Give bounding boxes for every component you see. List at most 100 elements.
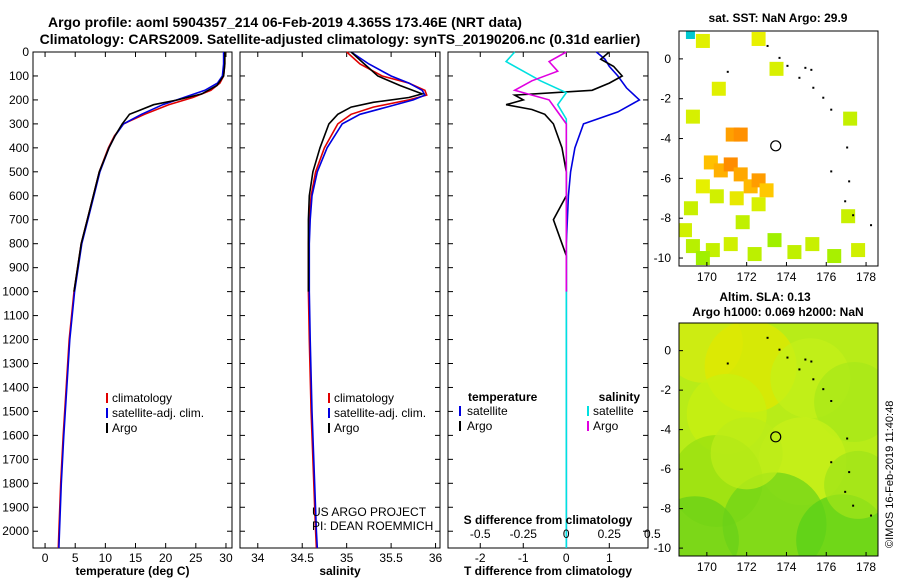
difference-xtick-label: -1 (518, 551, 529, 565)
salinity-xtick-label: 34 (251, 551, 265, 565)
sst-cell (805, 237, 820, 252)
map-ytick-label: -6 (660, 462, 671, 476)
legend-label: Argo (593, 419, 619, 433)
map-ytick-label: -10 (654, 541, 672, 555)
map-xtick-label: 170 (697, 560, 717, 574)
depth-tick-label: 1000 (2, 285, 29, 299)
island-dot (810, 360, 813, 363)
project-annotation: US ARGO PROJECT (312, 505, 427, 519)
legend-label: climatology (112, 391, 172, 405)
depth-tick-label: 1300 (2, 356, 29, 370)
depth-tick-label: 200 (9, 93, 29, 107)
legend-label: satellite-adj. clim. (334, 406, 426, 420)
map-xtick-label: 172 (737, 270, 757, 284)
temperature-xtick-label: 30 (219, 551, 233, 565)
sst-cell (827, 249, 842, 264)
island-dot (804, 66, 807, 69)
sla-blob (814, 361, 878, 442)
difference-frame (447, 51, 649, 549)
island-dot (786, 64, 789, 67)
depth-tick-label: 1600 (2, 428, 29, 442)
legend-label: climatology (334, 391, 394, 405)
sst-cell (695, 251, 710, 266)
temperature-xtick-label: 0 (42, 551, 49, 565)
sst-cell (751, 197, 766, 212)
island-dot (766, 336, 769, 339)
salinity-diff-tick-label: -0.5 (470, 527, 491, 541)
map-xtick-label: 176 (816, 270, 836, 284)
depth-tick-label: 800 (9, 237, 29, 251)
sst-cell (679, 223, 692, 238)
island-dot (804, 358, 807, 361)
temperature-panel: 0 5 10 15 20 25 300100200300400500600700800900… (2, 45, 233, 578)
sst-cell (709, 189, 724, 204)
temperature-xtick-label: 5 (72, 551, 79, 565)
salinity-xtick-label: 34.5 (291, 551, 315, 565)
depth-tick-label: 500 (9, 165, 29, 179)
island-dot (778, 348, 781, 351)
depth-tick-label: 1900 (2, 500, 29, 514)
figure-title-line2: Climatology: CARS2009. Satellite-adjuste… (40, 31, 641, 47)
sst-cell (735, 215, 750, 230)
map-xtick-label: 176 (816, 560, 836, 574)
figure-title-line1: Argo profile: aoml 5904357_214 06-Feb-20… (48, 14, 522, 30)
sst-map-title: sat. SST: NaN Argo: 29.9 (709, 11, 848, 25)
sst-cell (685, 31, 695, 39)
sst-cell (685, 109, 700, 124)
island-dot (870, 514, 873, 517)
map-ytick-label: 0 (664, 344, 671, 358)
map-xtick-label: 178 (856, 270, 876, 284)
depth-tick-label: 1100 (3, 309, 29, 323)
map-ytick-label: -4 (660, 132, 671, 146)
island-dot (726, 362, 729, 365)
sst-cell (769, 61, 784, 76)
island-dot (830, 170, 833, 173)
difference-xlabel: T difference from climatology (464, 564, 632, 578)
depth-tick-label: 1200 (2, 333, 29, 347)
sst-cell (729, 191, 744, 206)
sst-cell (733, 127, 748, 142)
island-dot (822, 96, 825, 99)
salinity-diff-tick-label: 0.25 (598, 527, 622, 541)
sst-cell (695, 33, 710, 48)
difference-xtick-label: -2 (475, 551, 486, 565)
map-ytick-label: -8 (660, 211, 671, 225)
salinity-xtick-label: 36 (429, 551, 443, 565)
difference-xlabel-salinity: S difference from climatology (464, 513, 633, 527)
legend-label: Argo (467, 419, 493, 433)
island-dot (852, 504, 855, 507)
map-sla-field (679, 323, 878, 556)
sst-cell (733, 167, 748, 182)
island-dot (848, 471, 851, 474)
watermark: ©IMOS 16-Feb-2019 11:40:48 (884, 401, 896, 548)
map-ytick-label: -2 (660, 383, 671, 397)
legend-label: Argo (334, 421, 360, 435)
depth-tick-label: 900 (9, 261, 29, 275)
map-sla-frame (678, 322, 879, 557)
depth-tick-label: 0 (22, 45, 29, 59)
legend-temperature-title: temperature (468, 390, 538, 404)
sst-cell (695, 179, 710, 194)
sst-cell (685, 239, 700, 254)
salinity-diff-tick-label: 0 (563, 527, 570, 541)
difference-series-s-argo (512, 51, 568, 292)
island-dot (798, 368, 801, 371)
temperature-series-argo (73, 52, 226, 292)
map-ytick-label: -10 (654, 251, 672, 265)
island-dot (786, 356, 789, 359)
island-dot (812, 378, 815, 381)
sla-map-title-line1: Altim. SLA: 0.13 (719, 290, 811, 304)
island-dot (726, 70, 729, 73)
depth-tick-label: 2000 (2, 524, 29, 538)
island-dot (852, 214, 855, 217)
island-dot (830, 108, 833, 111)
sst-cell (711, 81, 726, 96)
difference-xtick-label: 0 (563, 551, 570, 565)
sst-cell (751, 31, 766, 46)
salinity-xtick-label: 35 (340, 551, 354, 565)
difference-series-s-satellite (504, 51, 568, 548)
island-dot (844, 200, 847, 203)
sla-map-title-line2: Argo h1000: 0.069 h2000: NaN (692, 305, 863, 319)
sst-cell (851, 243, 866, 258)
